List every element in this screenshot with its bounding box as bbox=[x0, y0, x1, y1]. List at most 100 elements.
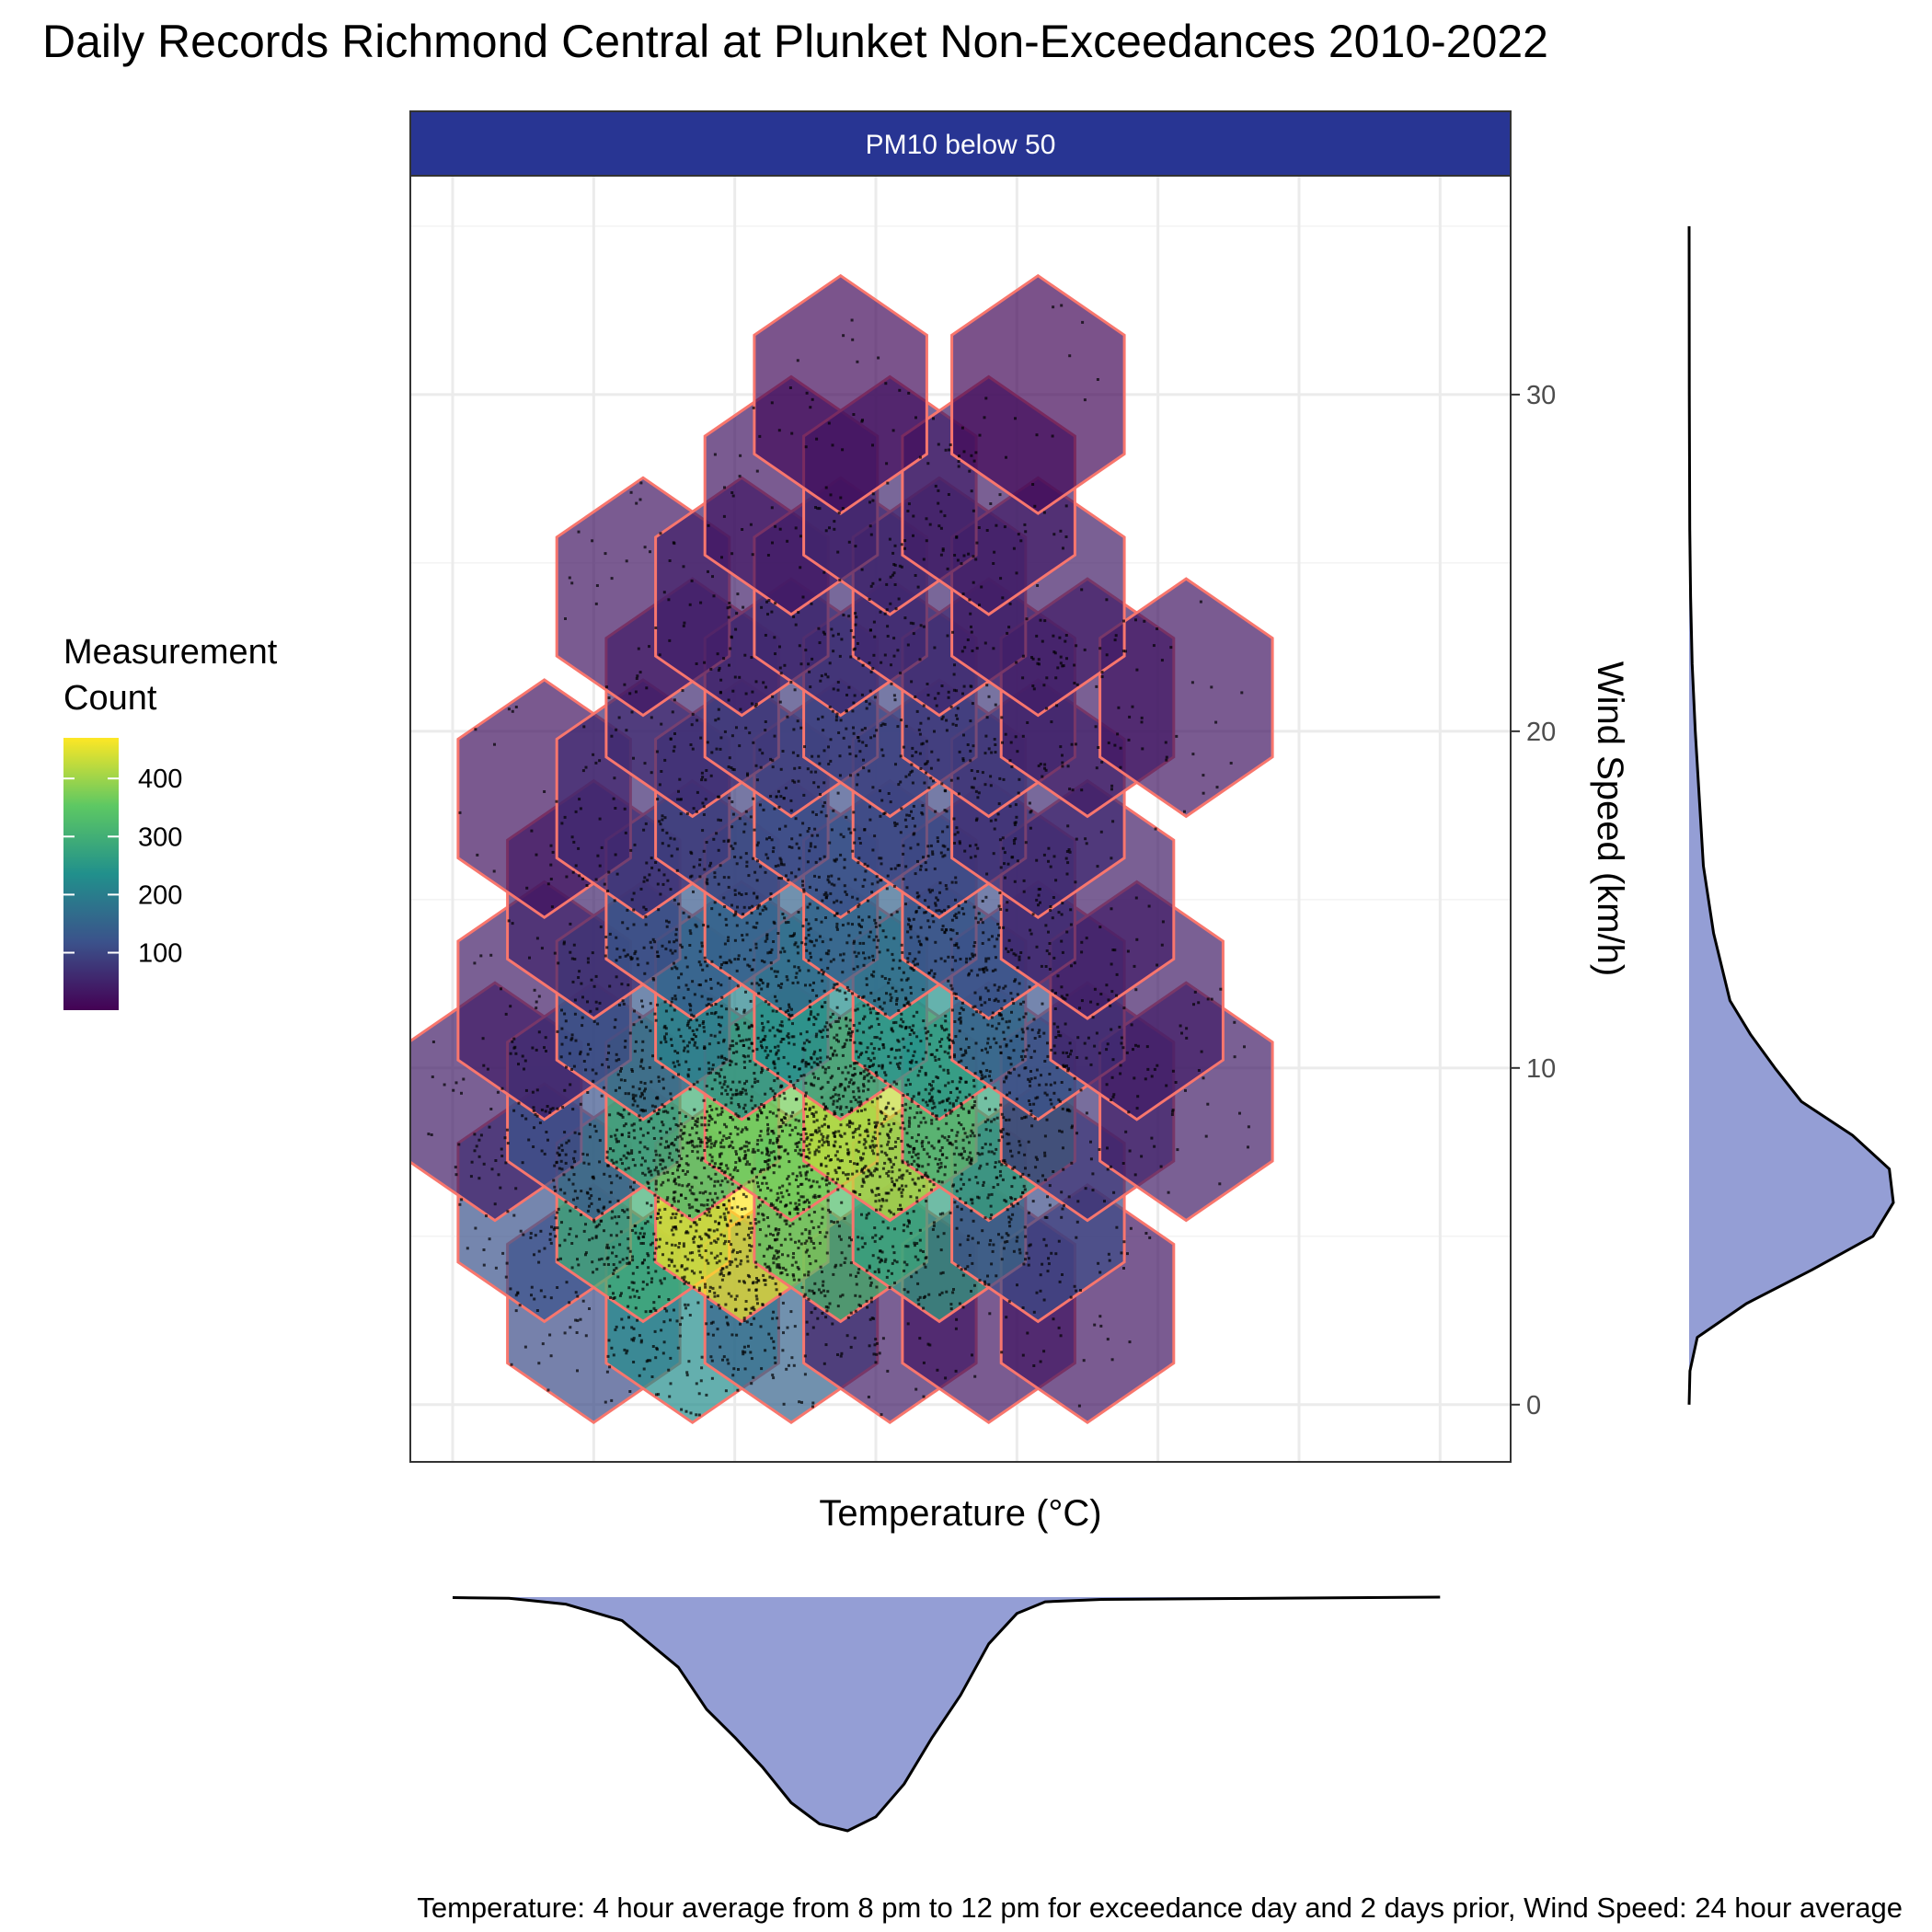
scatter-point bbox=[756, 859, 759, 863]
scatter-point bbox=[743, 1150, 747, 1154]
scatter-point bbox=[629, 1185, 632, 1189]
scatter-point bbox=[1133, 1173, 1137, 1177]
scatter-point bbox=[761, 1021, 764, 1025]
scatter-point bbox=[736, 905, 739, 909]
scatter-point bbox=[943, 908, 947, 912]
scatter-point bbox=[961, 1138, 965, 1142]
scatter-point bbox=[890, 663, 892, 667]
scatter-point bbox=[754, 764, 758, 767]
scatter-point bbox=[869, 1296, 873, 1300]
scatter-point bbox=[1035, 945, 1039, 949]
scatter-point bbox=[812, 1115, 816, 1118]
scatter-point bbox=[939, 1024, 943, 1028]
scatter-point bbox=[1047, 859, 1050, 863]
scatter-point bbox=[489, 1108, 493, 1110]
scatter-point bbox=[714, 719, 718, 722]
scatter-point bbox=[954, 898, 957, 902]
scatter-point bbox=[671, 1172, 674, 1175]
scatter-point bbox=[1061, 1207, 1064, 1211]
scatter-point bbox=[695, 1209, 698, 1213]
scatter-point bbox=[960, 1106, 963, 1110]
scatter-point bbox=[511, 709, 514, 713]
scatter-point bbox=[776, 1072, 779, 1075]
scatter-point bbox=[988, 1070, 992, 1074]
scatter-point bbox=[1052, 1044, 1056, 1048]
scatter-point bbox=[772, 940, 776, 943]
scatter-point bbox=[829, 1025, 833, 1029]
scatter-point bbox=[700, 1141, 704, 1144]
scatter-point bbox=[666, 1196, 670, 1200]
scatter-point bbox=[866, 1175, 869, 1179]
scatter-point bbox=[1069, 908, 1073, 912]
scatter-point bbox=[744, 1307, 748, 1311]
scatter-point bbox=[916, 1156, 920, 1160]
scatter-point bbox=[733, 842, 737, 845]
scatter-point bbox=[787, 1152, 789, 1156]
scatter-point bbox=[805, 1239, 809, 1243]
scatter-point bbox=[827, 1208, 831, 1212]
scatter-point bbox=[926, 1103, 929, 1107]
scatter-point bbox=[1021, 1030, 1025, 1034]
scatter-point bbox=[815, 1062, 819, 1065]
scatter-point bbox=[826, 878, 830, 881]
scatter-point bbox=[717, 717, 720, 720]
scatter-point bbox=[1009, 1149, 1012, 1153]
scatter-point bbox=[615, 1174, 619, 1178]
scatter-point bbox=[965, 1037, 968, 1041]
scatter-point bbox=[863, 1064, 867, 1068]
scatter-point bbox=[651, 937, 655, 941]
scatter-point bbox=[905, 886, 909, 890]
scatter-point bbox=[697, 1392, 701, 1396]
scatter-point bbox=[758, 803, 762, 807]
scatter-point bbox=[826, 1290, 830, 1294]
scatter-point bbox=[742, 1192, 745, 1196]
scatter-point bbox=[736, 1251, 739, 1254]
scatter-point bbox=[956, 1131, 960, 1134]
scatter-point bbox=[667, 1298, 671, 1301]
scatter-point bbox=[862, 1152, 866, 1156]
scatter-point bbox=[776, 1208, 779, 1212]
scatter-point bbox=[490, 1167, 494, 1171]
scatter-point bbox=[716, 1196, 719, 1200]
scatter-point bbox=[748, 1226, 751, 1230]
scatter-point bbox=[922, 704, 926, 707]
scatter-point bbox=[725, 1007, 729, 1011]
scatter-point bbox=[563, 1191, 567, 1195]
scatter-point bbox=[919, 1121, 923, 1124]
scatter-point bbox=[823, 1025, 827, 1029]
scatter-point bbox=[890, 1177, 893, 1180]
scatter-point bbox=[715, 1107, 719, 1110]
scatter-point bbox=[768, 1029, 772, 1032]
scatter-point bbox=[906, 1245, 910, 1248]
scatter-point bbox=[681, 1276, 684, 1280]
scatter-point bbox=[735, 1088, 739, 1092]
scatter-point bbox=[776, 1231, 780, 1235]
scatter-point bbox=[842, 835, 845, 839]
scatter-point bbox=[600, 1219, 604, 1223]
scatter-point bbox=[943, 1029, 947, 1032]
scatter-point bbox=[556, 1151, 559, 1155]
scatter-point bbox=[998, 1045, 1002, 1049]
scatter-point bbox=[824, 891, 828, 894]
scatter-point bbox=[799, 1148, 802, 1152]
scatter-point bbox=[783, 949, 787, 953]
scatter-point bbox=[868, 956, 871, 960]
scatter-point bbox=[1061, 950, 1064, 954]
scatter-point bbox=[603, 1172, 606, 1176]
scatter-point bbox=[816, 1013, 820, 1017]
scatter-point bbox=[698, 875, 702, 879]
scatter-point bbox=[925, 762, 928, 765]
scatter-point bbox=[585, 884, 589, 887]
scatter-point bbox=[1021, 1306, 1025, 1309]
scatter-point bbox=[891, 1245, 895, 1248]
scatter-point bbox=[977, 1133, 981, 1137]
scatter-point bbox=[918, 752, 922, 755]
scatter-point bbox=[662, 1105, 666, 1109]
scatter-point bbox=[755, 1048, 759, 1052]
scatter-point bbox=[819, 958, 822, 961]
scatter-point bbox=[974, 819, 978, 822]
scatter-point bbox=[761, 1303, 765, 1306]
scatter-point bbox=[972, 944, 976, 948]
scatter-point bbox=[877, 938, 880, 942]
scatter-point bbox=[752, 1305, 755, 1309]
